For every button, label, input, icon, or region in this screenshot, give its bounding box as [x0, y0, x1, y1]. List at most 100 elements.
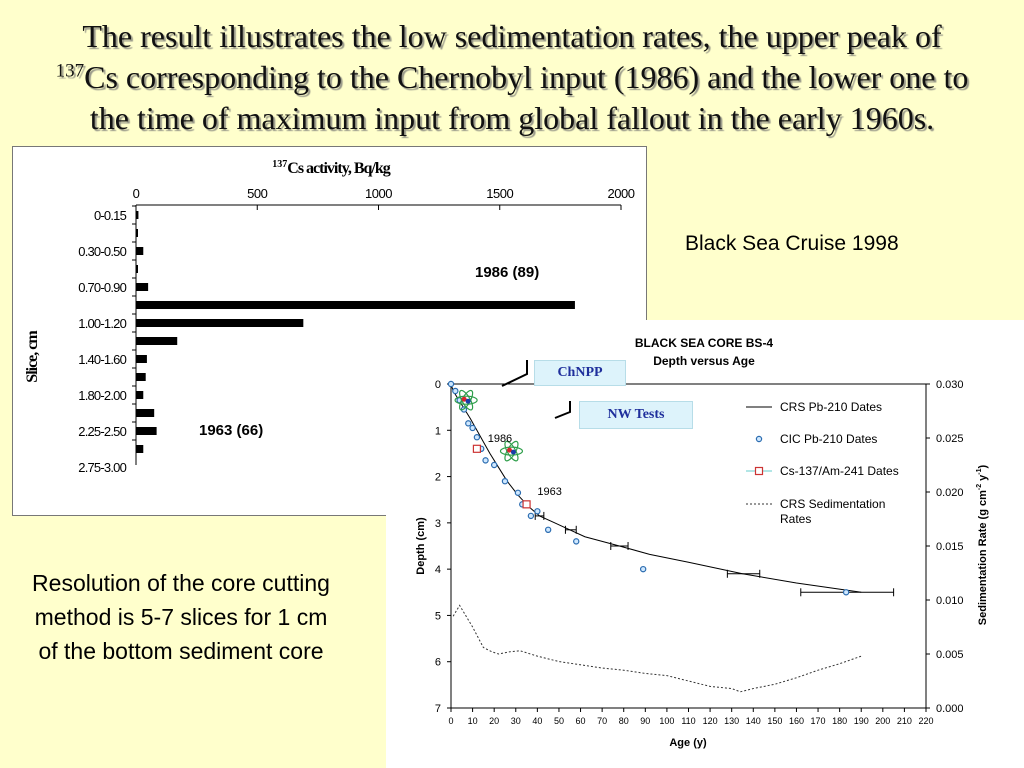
chart2-x-tick-label: 60: [576, 716, 586, 726]
atom-orbit: [504, 440, 519, 462]
chart2-x-tick-label: 140: [746, 716, 761, 726]
cic-point: [447, 380, 455, 388]
cic-point: [473, 434, 481, 441]
chart2-ylabel: Depth (cm): [415, 517, 427, 575]
cic-point: [452, 387, 459, 395]
chart1-category-label: 0.70-0.90: [78, 280, 126, 295]
cic-point: [501, 477, 509, 485]
cic-point: [527, 512, 535, 520]
chart1-labels: 0 500 1000 1500 2000 0-0.15 0.30-0.50 0.70-0.90…: [78, 186, 635, 475]
chart2-series: 1986 1963: [447, 380, 895, 693]
resolution-note: Resolution of the core cutting method is…: [32, 570, 330, 664]
chart2-x-tick-label: 100: [659, 716, 674, 726]
cic-point: [639, 565, 647, 573]
y2label-b: y: [977, 474, 989, 484]
atom-nucleus: [510, 449, 516, 455]
legend-cic-label: CIC Pb-210 Dates: [780, 432, 877, 446]
chart1-x-tick-label: 1000: [365, 186, 392, 201]
atom-nucleus: [506, 447, 512, 453]
chart1-title-sup: 137: [272, 159, 287, 170]
chart1-bar: [136, 355, 147, 363]
chart2-y-tick-label: 6: [435, 657, 441, 669]
chart1-x-tick-label: 0: [133, 186, 140, 201]
chart2-x-tick-label: 30: [511, 716, 521, 726]
cs-point: [472, 444, 482, 453]
chart1-category-label: 2.25-2.50: [78, 424, 126, 439]
chart2-x-tick-label: 130: [724, 716, 739, 726]
chart2-x-tick-label: 190: [854, 716, 869, 726]
chart2-annotation: 1963: [537, 486, 561, 498]
chart2-x-tick-label: 210: [897, 716, 912, 726]
chart2-legend: CRS Pb-210 Dates CIC Pb-210 Dates Cs-137/A…: [746, 400, 899, 526]
chart2-y2-tick-label: 0.030: [936, 379, 964, 391]
chart1-category-label: 1.40-1.60: [78, 352, 126, 367]
cic-point: [482, 457, 489, 464]
cic-point: [842, 589, 850, 596]
y2label-c: ): [977, 464, 989, 468]
depth-age-chart: BLACK SEA CORE BS-4 Depth versus Age Age…: [415, 336, 989, 749]
y2label-a: Sedimentation Rate (g cm: [977, 490, 989, 625]
title-line-3: the time of maximum input from global fa…: [89, 100, 935, 136]
chart2-y-tick-label: 2: [435, 472, 441, 484]
cic-point: [490, 461, 498, 469]
chart1-x-tick-label: 1500: [486, 186, 513, 201]
chart2-y2-tick-label: 0.000: [936, 703, 964, 715]
chart1-bar: [136, 337, 178, 345]
chart2-x-tick-label: 110: [681, 716, 695, 726]
chart1-annotation: 1963 (66): [199, 422, 263, 439]
title-line-2-text: Cs corresponding to the Chernobyl input …: [84, 59, 969, 95]
chart2-y-tick-label: 0: [435, 379, 441, 391]
atom-nucleus: [461, 396, 467, 402]
legend-sed-label-2: Rates: [780, 512, 811, 526]
chart2-x-tick-label: 160: [789, 716, 804, 726]
y2label-sup1: -2: [976, 484, 983, 490]
series-crs-sedimentation-rates: [452, 604, 862, 693]
chart2-axes: 0 10 20 30 40 50 60 70 80 90 100 110 120 130 140 150 160…: [435, 379, 964, 726]
chart2-x-tick-label: 220: [918, 716, 933, 726]
chart2-y2-tick-label: 0.005: [936, 649, 964, 661]
chart1-bar: [136, 319, 304, 327]
chart2-x-tick-label: 120: [703, 716, 718, 726]
chart1-title-text: Cs activity, Bq/kg: [287, 160, 390, 177]
cic-point: [465, 420, 472, 427]
chart1-bar: [136, 373, 146, 381]
chart1-category-label: 0-0.15: [94, 208, 127, 223]
title-superscript: 137: [55, 60, 85, 82]
chnpp-callout: ChNPP: [534, 360, 626, 386]
chart2-y-tick-label: 3: [435, 518, 441, 530]
chart2-y2-tick-label: 0.010: [936, 595, 964, 607]
chart1-title: 137Cs activity, Bq/kg: [272, 159, 390, 177]
nw-tests-atom-icon: [499, 440, 524, 462]
chart1-x-tick-label: 2000: [608, 186, 635, 201]
legend-cs-swatch: [754, 466, 764, 476]
chart1-ylabel: Slice, cm: [24, 330, 41, 383]
chart2-y2label: Sedimentation Rate (g cm-2 y-1): [976, 464, 989, 625]
legend-cic-swatch: [755, 435, 763, 443]
chart2-y2-tick-label: 0.025: [936, 433, 964, 445]
cic-point: [534, 508, 541, 515]
chart2-annotation: 1986: [488, 433, 512, 445]
title-line-2: 137Cs corresponding to the Chernobyl inp…: [20, 57, 1004, 98]
chart1-x-tick-label: 500: [247, 186, 267, 201]
atom-orbit: [454, 395, 478, 405]
cic-point: [573, 538, 580, 545]
title-line-1: The result illustrates the low sedimenta…: [82, 18, 942, 54]
chart2-x-tick-label: 200: [875, 716, 890, 726]
chart2-y-tick-label: 5: [435, 610, 441, 622]
chart2-y2-tick-label: 0.015: [936, 541, 964, 553]
chart1-bar: [136, 265, 138, 273]
nw-tests-callout: NW Tests: [579, 401, 693, 429]
chart1-bar: [136, 283, 149, 291]
chart1-bars: [136, 211, 575, 453]
atom-orbit: [499, 446, 524, 456]
legend-crs-label: CRS Pb-210 Dates: [780, 400, 882, 414]
chart1-bar: [136, 211, 139, 219]
chart1-category-label: 0.30-0.50: [78, 244, 126, 259]
chart2-xlabel: Age (y): [669, 737, 707, 749]
chart1-bar: [136, 247, 144, 255]
chart1-bar: [136, 301, 575, 309]
slide-title: The result illustrates the low sedimenta…: [20, 16, 1004, 139]
cruise-label: Black Sea Cruise 1998: [685, 232, 899, 255]
depth-age-chart-panel: BLACK SEA CORE BS-4 Depth versus Age Age…: [386, 320, 1024, 768]
chart1-category-label: 1.80-2.00: [78, 388, 126, 403]
